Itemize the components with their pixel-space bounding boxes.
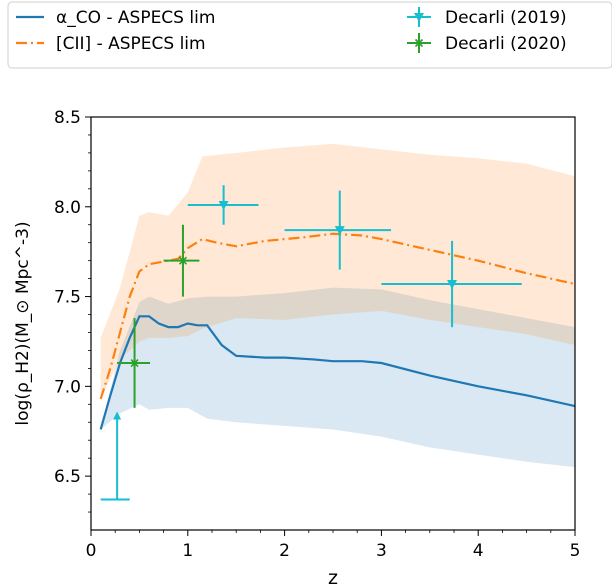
y-tick-label: 8.0 — [54, 198, 81, 218]
legend-item-4: Decarli (2019) — [407, 7, 567, 28]
y-axis-label: log(ρ_H2)(M_⊙ Mpc^-3) — [13, 221, 33, 425]
datapoint-5-0 — [117, 318, 151, 408]
x-tick-label: 4 — [473, 541, 484, 561]
y-tick-label: 6.5 — [54, 467, 81, 487]
marker-triangle — [334, 226, 345, 236]
legend-item-0: α_CO - ASPECS lim — [16, 8, 215, 28]
legend-label: Decarli (2019) — [445, 8, 567, 28]
legend: α_CO - ASPECS lim [CII] - ASPECS lim Decar… — [7, 1, 612, 69]
x-tick-label: 3 — [376, 541, 387, 561]
band-1 — [100, 287, 575, 468]
datapoint-4-2 — [284, 190, 392, 270]
marker-star — [177, 255, 188, 266]
legend-item-5: Decarli (2020) — [407, 33, 567, 54]
line-series-0 — [99, 315, 575, 430]
x-tick-label: 5 — [570, 541, 581, 561]
x-axis-label: z — [328, 567, 338, 586]
model-lines — [99, 232, 575, 430]
legend-label: α_CO - ASPECS lim — [56, 8, 215, 28]
datapoint-5-1 — [163, 224, 200, 297]
axes: 0 1 2 3 4 5 6.5 7.0 7.5 8.0 8.5 z log(ρ_H2)(M_⊙ Mpc^… — [13, 108, 580, 586]
x-tick-label: 0 — [86, 541, 97, 561]
legend-box — [7, 1, 612, 69]
marker-triangle — [447, 279, 458, 289]
legend-label: Decarli (2020) — [445, 34, 567, 54]
x-tick-label: 1 — [182, 541, 193, 561]
line-series-2 — [99, 232, 575, 400]
datapoint-4-1 — [187, 185, 259, 225]
limit-arrow-head — [113, 411, 122, 420]
legend-item-2: [CII] - ASPECS lim — [16, 34, 206, 54]
legend-marker-star — [414, 38, 424, 48]
x-tick-label: 2 — [279, 541, 290, 561]
confidence-bands — [100, 143, 575, 468]
y-tick-label: 7.5 — [54, 288, 81, 308]
marker-star — [129, 358, 140, 369]
data-points — [100, 185, 522, 501]
y-tick-label: 7.0 — [54, 377, 81, 397]
y-tick-label: 8.5 — [54, 108, 81, 128]
legend-label: [CII] - ASPECS lim — [56, 34, 206, 54]
legend-marker-triangle — [414, 13, 424, 22]
marker-triangle — [218, 200, 229, 210]
band-3 — [100, 143, 575, 399]
datapoint-4-0 — [100, 411, 130, 501]
datapoint-4-3 — [381, 240, 522, 328]
